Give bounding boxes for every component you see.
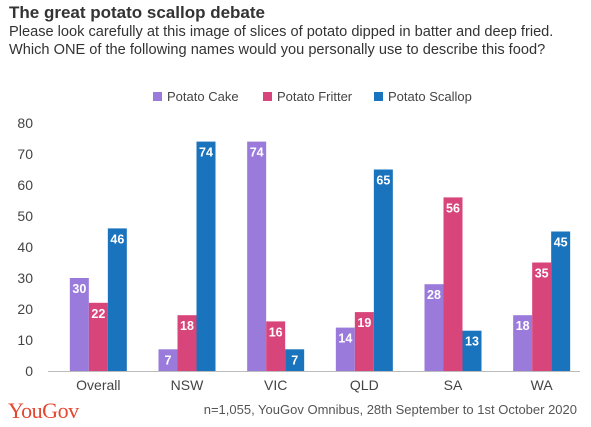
legend-swatch [153, 92, 162, 101]
bar-value-label: 18 [180, 319, 194, 333]
y-tick-label: 40 [17, 239, 33, 255]
bar [196, 141, 216, 371]
bar [424, 284, 444, 371]
legend-label: Potato Fritter [277, 89, 353, 104]
bar [513, 315, 533, 371]
bar [373, 169, 393, 371]
bar [532, 262, 552, 371]
y-tick-label: 50 [17, 208, 33, 224]
bar-value-label: 13 [465, 335, 479, 349]
y-axis: 0 10 20 30 40 50 60 70 80 [17, 115, 33, 379]
bar-value-label: 35 [535, 267, 549, 281]
bar [354, 312, 374, 371]
bar-value-label: 14 [338, 332, 352, 346]
bar-value-label: 19 [357, 316, 371, 330]
bar-value-label: 28 [427, 288, 441, 302]
x-tick-label: SA [444, 377, 463, 393]
x-tick-label: Overall [76, 377, 120, 393]
chart-legend: Potato Cake Potato Fritter Potato Scallop [153, 89, 472, 104]
bar [107, 228, 127, 371]
yougov-logo: YouGov [8, 398, 79, 423]
x-tick-label: WA [531, 377, 554, 393]
bar-series: 30 22 46 7 18 74 74 16 7 14 19 65 28 56 13 18 35 45 [69, 141, 571, 371]
legend-label: Potato Scallop [388, 89, 472, 104]
x-axis: Overall NSW VIC QLD SA WA [48, 371, 580, 393]
y-tick-label: 10 [17, 332, 33, 348]
y-tick-label: 70 [17, 146, 33, 162]
bar [266, 321, 286, 371]
y-tick-label: 80 [17, 115, 33, 131]
bar-value-label: 65 [376, 174, 390, 188]
x-tick-label: NSW [171, 377, 204, 393]
bar-value-label: 7 [165, 353, 172, 367]
bar-value-label: 18 [516, 319, 530, 333]
legend-swatch [263, 92, 272, 101]
bar [443, 197, 463, 371]
bar-value-label: 46 [110, 232, 124, 246]
y-tick-label: 30 [17, 270, 33, 286]
bar-value-label: 7 [291, 353, 298, 367]
bar [285, 349, 305, 371]
bar-value-label: 30 [72, 282, 86, 296]
bar [551, 231, 571, 371]
y-tick-label: 0 [25, 363, 33, 379]
legend-swatch [374, 92, 383, 101]
bar [177, 315, 197, 371]
y-tick-label: 20 [17, 301, 33, 317]
bar [158, 349, 178, 371]
bar-value-label: 45 [554, 236, 568, 250]
bar-value-label: 56 [446, 201, 460, 215]
bar-value-label: 74 [199, 146, 213, 160]
bar [247, 141, 267, 371]
bar-value-label: 16 [269, 325, 283, 339]
y-tick-label: 60 [17, 177, 33, 193]
bar [88, 302, 108, 371]
legend-label: Potato Cake [167, 89, 239, 104]
chart-subtitle: Please look carefully at this image of s… [9, 24, 554, 58]
chart-title: The great potato scallop debate [9, 3, 265, 22]
x-tick-label: QLD [350, 377, 379, 393]
bar [462, 330, 482, 371]
source-note: n=1,055, YouGov Omnibus, 28th September … [203, 402, 577, 417]
x-tick-label: VIC [264, 377, 287, 393]
bar [335, 327, 355, 371]
bar [69, 278, 89, 371]
bar-value-label: 74 [250, 146, 264, 160]
bar-value-label: 22 [91, 307, 105, 321]
